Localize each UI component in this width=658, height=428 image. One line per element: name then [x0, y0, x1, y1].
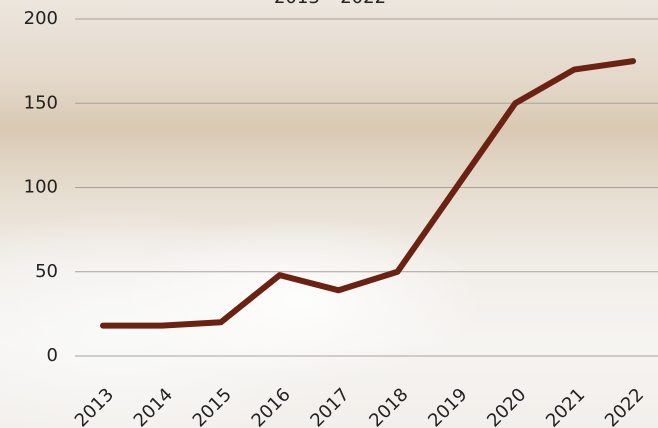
- screenshot: 2013 – 2022 0 50 100 150 200 2013 2014 2015 2016…: [0, 0, 658, 428]
- x-tick-label: 2018: [365, 384, 412, 428]
- y-tick-label: 50: [35, 261, 58, 282]
- y-tick-label: 100: [24, 177, 58, 198]
- y-tick-label: 0: [47, 345, 58, 366]
- y-tick-label: 200: [24, 8, 58, 29]
- chart-subtitle: 2013 – 2022: [274, 0, 386, 8]
- x-tick-label: 2021: [542, 384, 589, 428]
- x-tick-label: 2022: [601, 384, 648, 428]
- x-tick-label: 2015: [189, 384, 236, 428]
- data-line: [103, 61, 633, 326]
- x-tick-label: 2016: [248, 384, 295, 428]
- x-tick-label: 2017: [306, 384, 353, 428]
- x-tick-label: 2019: [424, 384, 471, 428]
- x-tick-label: 2020: [483, 384, 530, 428]
- y-tick-label: 150: [24, 92, 58, 113]
- chart: 2013 – 2022 0 50 100 150 200 2013 2014 2015 2016…: [0, 0, 658, 428]
- x-tick-label: 2014: [130, 384, 177, 428]
- x-tick-label: 2013: [71, 384, 118, 428]
